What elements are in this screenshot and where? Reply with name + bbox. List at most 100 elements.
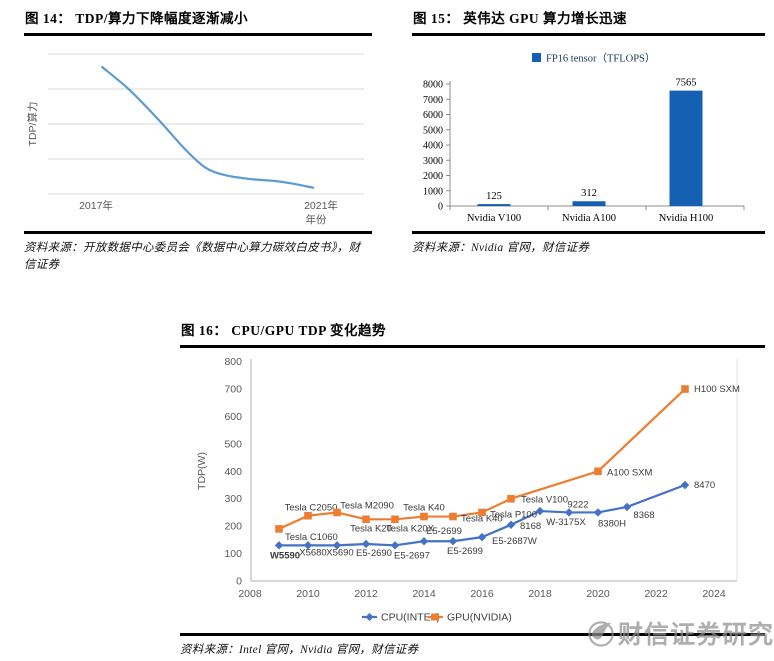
figure-15-bottom-rule <box>412 231 765 234</box>
gpu-marker <box>391 515 399 524</box>
point-label: W5590 <box>270 550 300 561</box>
cpu-marker <box>274 541 284 550</box>
cpu-series-line <box>279 483 686 547</box>
y-tick-label: 2000 <box>423 171 443 182</box>
point-label: H100 SXM <box>694 384 740 395</box>
point-label: Tesla C2050 <box>285 503 338 514</box>
figure-14-bottom-rule <box>24 231 372 234</box>
point-label: 8470 <box>694 480 715 491</box>
nvidia-gpu-flops-bar-chart: FP16 tensor（TFLOPS） 0 1000 2000 3000 4000 5000… <box>423 53 745 224</box>
cpu-marker <box>680 480 690 490</box>
bar-category-label: Nvidia H100 <box>659 213 714 224</box>
cpu-marker <box>477 532 487 542</box>
y-tick-label: 3000 <box>423 156 443 167</box>
y-tick-label: 100 <box>224 548 242 560</box>
gpu-marker <box>594 467 602 476</box>
y-tick-label: 300 <box>224 493 242 505</box>
cpu-marker <box>419 537 429 546</box>
figure-14-source: 资料来源：开放数据中心委员会《数据中心算力碳效白皮书》，财信证券 <box>24 241 361 272</box>
bar-nvidia-h100 <box>669 90 703 206</box>
figure-14-block: 图 14： TDP/算力下降幅度逐渐减小 2017年 2021年 年份 TDP/算力 … <box>24 8 372 275</box>
gpu-marker <box>420 512 428 521</box>
y-axis-label: TDP(W) <box>196 452 208 490</box>
point-label: E5-2697 <box>394 550 430 561</box>
figure-16-title-rule <box>180 345 765 348</box>
x-tick-label: 2024 <box>702 588 726 600</box>
point-label: 8168 <box>520 521 541 532</box>
figure-15-title-rule <box>412 33 765 36</box>
cpu-marker <box>622 502 632 512</box>
figure-15-block: 图 15： 英伟达 GPU 算力增长迅速 FP16 tensor（TFLOPS）… <box>412 8 765 257</box>
bar-category-label: Nvidia V100 <box>467 213 521 224</box>
point-label: E5-2699 <box>426 526 462 537</box>
x-tick-label: 2014 <box>412 588 436 600</box>
cpu-marker <box>448 537 458 546</box>
y-axis-label: TDP/算力 <box>26 102 39 147</box>
figure-15-title: 图 15： 英伟达 GPU 算力增长迅速 <box>413 11 627 26</box>
bar-value-label: 125 <box>486 191 502 202</box>
figure-16-block: 图 16： CPU/GPU TDP 变化趋势 0 100 200 300 400 500 6… <box>180 320 765 659</box>
point-label: Tesla P100 <box>490 509 537 520</box>
y-tick-label: 0 <box>438 202 443 213</box>
cpu-marker <box>506 520 516 529</box>
legend-label: CPU(INTEL) <box>381 612 440 624</box>
point-label: X5680 <box>299 547 326 558</box>
y-tick-label: 200 <box>224 521 242 533</box>
bar-category-label: Nvidia A100 <box>562 213 616 224</box>
y-tick-label: 6000 <box>423 110 443 121</box>
legend-label: FP16 tensor（TFLOPS） <box>546 53 655 65</box>
y-tick-label: 0 <box>236 576 242 588</box>
point-label: E5-2690 <box>356 548 392 559</box>
figure-14-title-rule <box>24 33 372 36</box>
figure-16-source: 资料来源：Intel 官网，Nvidia 官网，财信证券 <box>180 643 419 656</box>
gpu-marker <box>304 511 312 520</box>
point-label: 9222 <box>567 499 588 510</box>
bar-value-label: 7565 <box>676 78 697 89</box>
y-tick-label: 500 <box>224 438 242 450</box>
y-tick-label: 8000 <box>423 80 443 91</box>
gpu-marker <box>681 385 689 393</box>
y-tick-label: 600 <box>224 411 242 423</box>
bar-nvidia-a100 <box>572 201 606 206</box>
x-tick-label: 2021年 <box>304 199 338 212</box>
y-tick-label: 400 <box>224 466 242 478</box>
legend-marker <box>365 613 374 621</box>
x-tick-label: 2016 <box>470 588 494 600</box>
point-label: Tesla K20 <box>350 523 392 534</box>
x-tick-label: 2017年 <box>79 199 113 212</box>
bar-nvidia-v100 <box>477 204 511 206</box>
legend-marker <box>432 613 439 621</box>
point-label: Tesla C1060 <box>285 532 338 543</box>
x-tick-label: 2018 <box>528 588 552 600</box>
point-label: A100 SXM <box>607 467 652 478</box>
cpu-marker <box>535 506 545 516</box>
point-label: Tesla K20X <box>386 523 435 534</box>
x-axis-label: 年份 <box>306 213 327 226</box>
point-label: 8368 <box>633 510 654 521</box>
y-tick-label: 1000 <box>423 186 443 197</box>
gpu-marker <box>478 508 486 517</box>
figure-16-title: 图 16： CPU/GPU TDP 变化趋势 <box>181 323 387 338</box>
legend-label: GPU(NVIDIA) <box>447 612 512 624</box>
point-label: W-3175X <box>546 517 586 528</box>
y-tick-label: 4000 <box>423 141 443 152</box>
point-label: X5690 <box>326 547 353 558</box>
cpu-marker <box>390 541 400 550</box>
point-label: 8380H <box>598 518 626 529</box>
figure-16-bottom-rule <box>180 633 765 636</box>
x-tick-label: 2010 <box>296 588 320 600</box>
figure-15-source: 资料来源：Nvidia 官网，财信证券 <box>412 241 590 254</box>
gpu-marker <box>275 525 283 533</box>
y-tick-label: 5000 <box>423 125 443 136</box>
cpu-gpu-tdp-trend-line-chart: 0 100 200 300 400 500 600 700 800 2008 2010 2012 201… <box>196 356 740 624</box>
x-tick-label: 2008 <box>238 588 262 600</box>
x-tick-label: 2020 <box>586 588 610 600</box>
point-label: Tesla K40 <box>403 503 445 514</box>
bar-value-label: 312 <box>581 188 597 199</box>
cpu-marker <box>361 539 371 549</box>
figure-14-title: 图 14： TDP/算力下降幅度逐渐减小 <box>25 11 249 26</box>
gpu-marker <box>362 515 370 524</box>
tdp-per-compute-curve <box>101 65 315 189</box>
